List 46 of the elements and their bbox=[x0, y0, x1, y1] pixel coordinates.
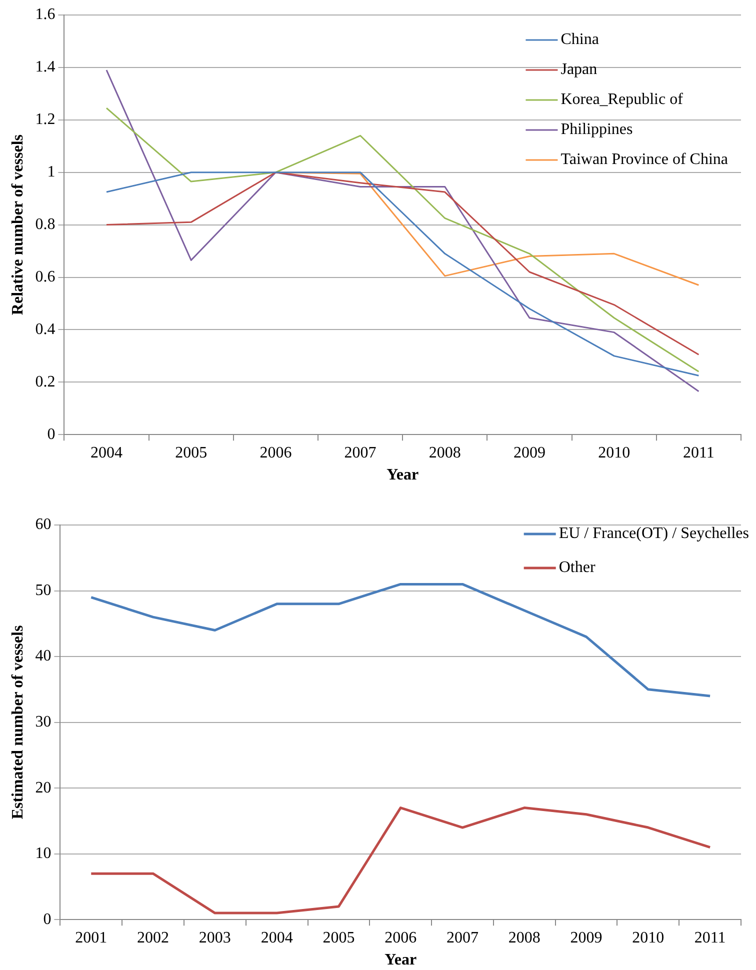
y-tick-label: 50 bbox=[35, 582, 52, 599]
x-tick-label: 2002 bbox=[137, 929, 170, 946]
legend-label: China bbox=[560, 31, 599, 48]
x-tick-label: 2008 bbox=[508, 929, 540, 946]
y-axis-title: Relative number of vessels bbox=[10, 134, 27, 316]
x-tick-label: 2009 bbox=[514, 444, 546, 462]
x-tick-label: 2003 bbox=[198, 929, 231, 946]
y-tick-label: 40 bbox=[35, 648, 52, 665]
x-tick-label: 2005 bbox=[322, 929, 355, 946]
x-tick-label: 2001 bbox=[75, 929, 108, 946]
x-tick-label: 2005 bbox=[175, 444, 208, 462]
x-tick-label: 2010 bbox=[598, 444, 630, 462]
y-tick-label: 30 bbox=[35, 714, 52, 731]
legend-label: Other bbox=[558, 559, 596, 576]
y-tick-label: 20 bbox=[35, 779, 52, 796]
y-tick-label: 0.8 bbox=[35, 216, 56, 234]
legend-label: Korea_Republic of bbox=[560, 91, 684, 108]
y-tick-label: 0 bbox=[47, 426, 56, 443]
x-tick-label: 2004 bbox=[260, 929, 293, 946]
x-tick-label: 2007 bbox=[446, 929, 478, 946]
legend-label: EU / France(OT) / Seychelles bbox=[558, 525, 749, 542]
legend-label: Japan bbox=[560, 61, 598, 78]
x-tick-label: 2006 bbox=[384, 929, 417, 946]
x-tick-label: 2009 bbox=[570, 929, 602, 946]
y-tick-label: 0.6 bbox=[35, 268, 56, 286]
x-tick-label: 2011 bbox=[694, 929, 726, 946]
legend-label: Taiwan Province of China bbox=[560, 151, 728, 168]
x-axis-title: Year bbox=[384, 952, 417, 969]
x-tick-label: 2007 bbox=[344, 444, 376, 462]
y-tick-label: 0.4 bbox=[35, 320, 56, 338]
legend-label: Philippines bbox=[560, 121, 633, 138]
y-tick-label: 0.2 bbox=[35, 373, 56, 390]
x-tick-label: 2011 bbox=[682, 444, 714, 462]
x-tick-label: 2008 bbox=[428, 444, 461, 462]
y-tick-label: 0 bbox=[43, 910, 52, 928]
x-axis-title: Year bbox=[386, 466, 419, 484]
x-tick-label: 2006 bbox=[260, 444, 292, 462]
y-tick-label: 1.6 bbox=[35, 6, 56, 24]
y-axis-title: Estimated number of vessels bbox=[10, 625, 27, 820]
y-tick-label: 1.4 bbox=[35, 58, 56, 76]
y-tick-label: 60 bbox=[35, 516, 52, 534]
y-tick-label: 10 bbox=[35, 845, 52, 862]
y-tick-label: 1 bbox=[47, 164, 56, 181]
x-tick-label: 2004 bbox=[90, 444, 122, 462]
x-tick-label: 2010 bbox=[632, 929, 664, 946]
y-tick-label: 1.2 bbox=[35, 111, 56, 128]
